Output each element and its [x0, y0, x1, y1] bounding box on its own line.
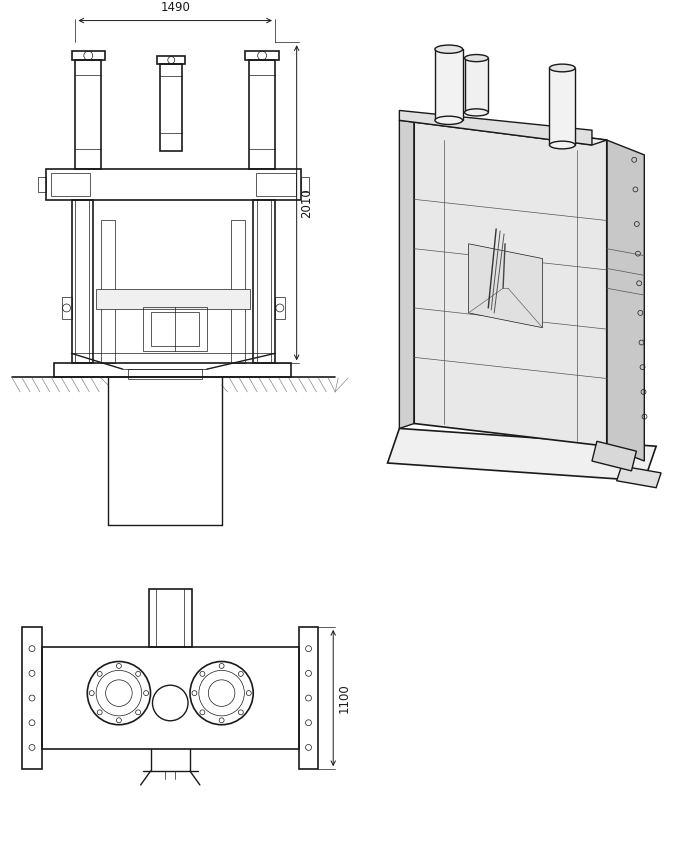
Bar: [148, 590, 192, 647]
Bar: [128, 369, 202, 379]
Polygon shape: [617, 466, 661, 487]
Bar: [22, 627, 42, 769]
Bar: [150, 312, 199, 346]
Bar: [38, 177, 46, 192]
Polygon shape: [607, 140, 644, 461]
Bar: [71, 51, 105, 60]
Bar: [550, 68, 575, 145]
Bar: [42, 647, 299, 749]
Ellipse shape: [435, 116, 463, 125]
Text: 2010: 2010: [300, 188, 314, 218]
Bar: [300, 177, 309, 192]
Polygon shape: [592, 442, 636, 471]
Polygon shape: [388, 429, 656, 480]
Bar: [54, 363, 290, 377]
Ellipse shape: [435, 45, 463, 53]
Polygon shape: [400, 115, 414, 429]
Bar: [62, 297, 71, 319]
Bar: [232, 220, 245, 363]
Bar: [158, 56, 185, 64]
Bar: [275, 297, 285, 319]
Bar: [160, 64, 182, 151]
Polygon shape: [414, 115, 607, 446]
Ellipse shape: [465, 54, 489, 62]
Bar: [96, 289, 251, 309]
Polygon shape: [468, 244, 542, 328]
Bar: [76, 60, 101, 169]
Bar: [101, 220, 115, 363]
Ellipse shape: [550, 141, 575, 149]
Bar: [51, 173, 90, 196]
Bar: [71, 201, 93, 363]
Bar: [256, 173, 295, 196]
Text: 1490: 1490: [160, 1, 190, 14]
Bar: [46, 169, 300, 201]
Bar: [249, 60, 275, 169]
Bar: [143, 307, 206, 351]
Ellipse shape: [550, 64, 575, 71]
Bar: [253, 201, 275, 363]
Bar: [299, 627, 318, 769]
Bar: [245, 51, 279, 60]
Polygon shape: [400, 115, 607, 145]
Ellipse shape: [465, 108, 489, 116]
Bar: [435, 49, 463, 121]
Bar: [465, 58, 489, 113]
Polygon shape: [400, 110, 592, 145]
Text: 1100: 1100: [338, 683, 351, 713]
